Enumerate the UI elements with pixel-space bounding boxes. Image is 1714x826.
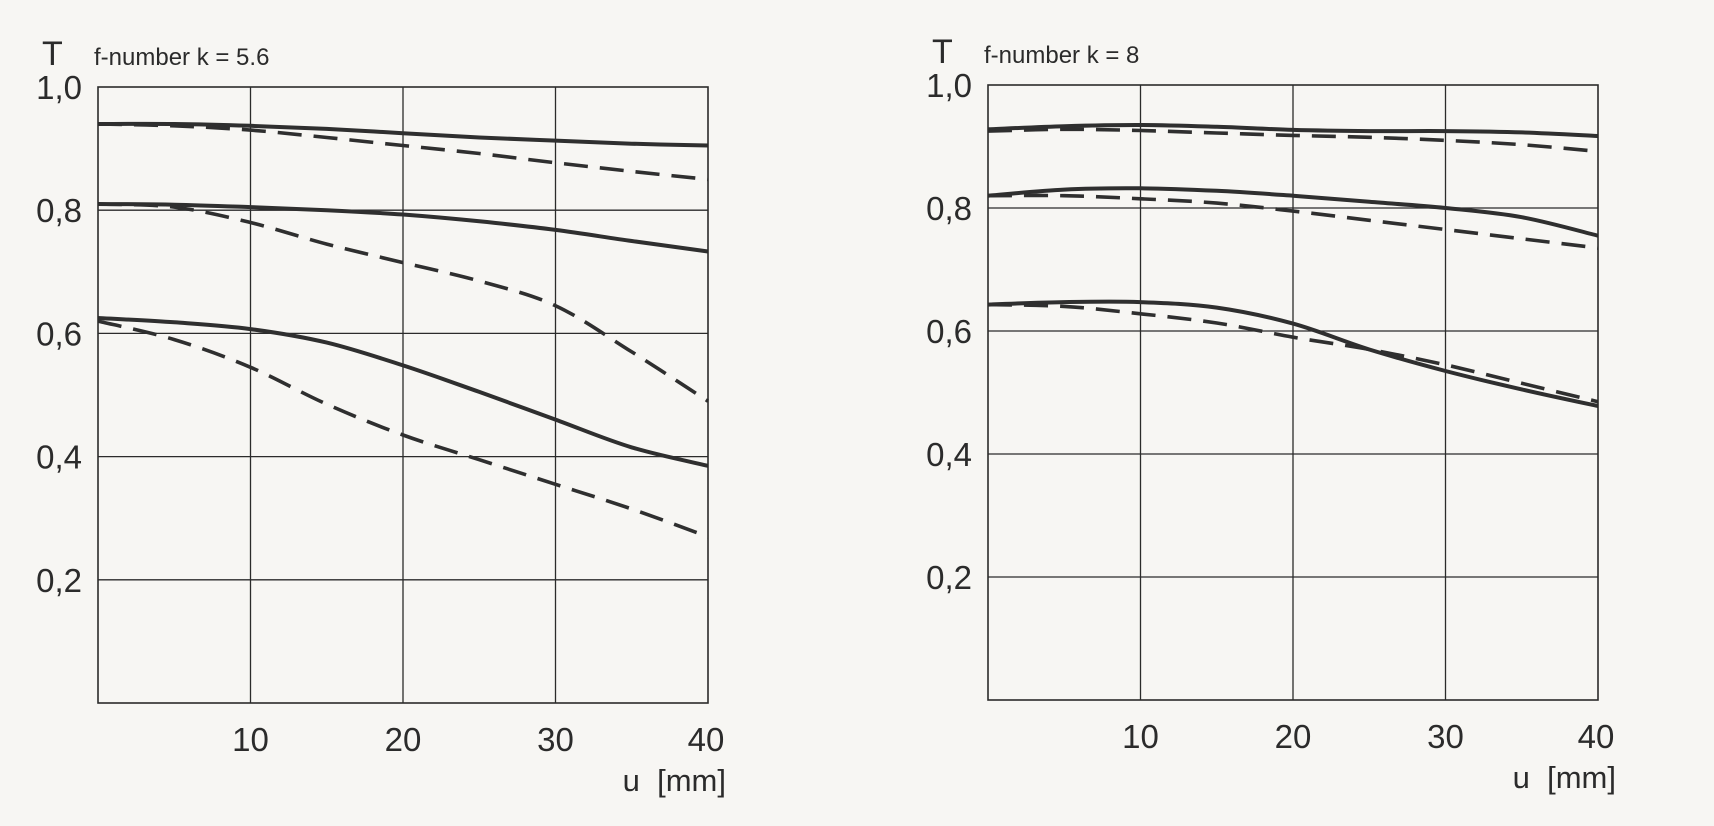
x-tick-label: 40 [688, 721, 725, 758]
y-tick-label: 0,4 [926, 436, 972, 473]
dashed-series-line-5 [987, 302, 1599, 404]
y-tick-label: 0,6 [36, 315, 82, 352]
chart-title: f-number k = 5.6 [94, 44, 269, 71]
y-tick-label: 0,2 [36, 562, 82, 599]
x-tick-label: 30 [1427, 718, 1464, 755]
dashed-series-line-3 [97, 202, 709, 403]
y-tick-labels: 0,2 0,4 0,6 0,8 1,0 [926, 67, 972, 596]
y-tick-label: 1,0 [36, 69, 82, 106]
dashed-series-line-1 [987, 127, 1599, 154]
x-tick-label: 40 [1578, 718, 1615, 755]
y-axis-label: T [932, 33, 953, 71]
x-tick-label: 10 [1122, 718, 1159, 755]
plot-frame [97, 86, 709, 704]
y-tick-label: 0,8 [926, 190, 972, 227]
chart-f-number-5-6: 0,2 0,4 0,6 0,8 1,0 10 20 30 40 T f-number k = … [36, 35, 726, 798]
solid-series-line-2 [987, 186, 1599, 238]
x-axis-label: u [mm] [1513, 760, 1616, 795]
x-tick-labels: 10 20 30 40 [1122, 718, 1614, 755]
y-tick-label: 1,0 [926, 67, 972, 104]
y-tick-label: 0,4 [36, 439, 82, 476]
solid-series-line-0 [987, 122, 1599, 138]
dashed-series-line-3 [987, 193, 1599, 250]
dashed-series-line-5 [97, 319, 709, 539]
y-tick-label: 0,6 [926, 313, 972, 350]
x-tick-label: 30 [537, 721, 574, 758]
x-tick-label: 10 [232, 721, 269, 758]
y-tick-label: 0,2 [926, 559, 972, 596]
dashed-series-line-1 [97, 122, 709, 182]
y-tick-label: 0,8 [36, 192, 82, 229]
grid-lines [98, 87, 708, 703]
x-axis-label: u [mm] [623, 763, 726, 798]
series-layer [987, 122, 1599, 408]
y-axis-label: T [42, 35, 63, 73]
chart-title: f-number k = 8 [984, 42, 1139, 69]
x-tick-label: 20 [1275, 718, 1312, 755]
solid-series-line-0 [97, 121, 709, 148]
plot-frame [987, 84, 1599, 701]
series-layer [97, 121, 709, 539]
solid-series-line-2 [97, 202, 709, 254]
y-tick-labels: 0,2 0,4 0,6 0,8 1,0 [36, 69, 82, 599]
x-tick-labels: 10 20 30 40 [232, 721, 724, 758]
x-tick-label: 20 [385, 721, 422, 758]
solid-series-line-4 [97, 316, 709, 468]
chart-f-number-8: 0,2 0,4 0,6 0,8 1,0 10 20 30 40 T f-number k = … [926, 33, 1616, 795]
solid-series-line-4 [987, 299, 1599, 408]
